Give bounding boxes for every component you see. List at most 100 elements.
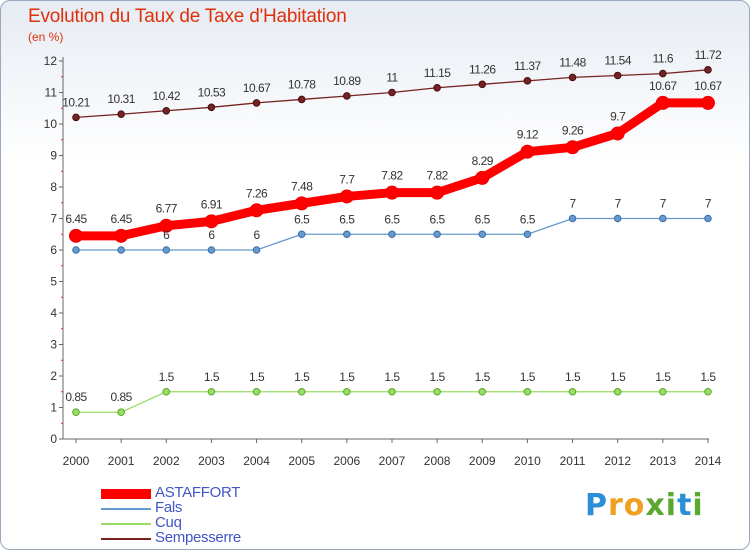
data-point-sempesserre [117, 110, 125, 119]
data-point-fals [478, 230, 487, 239]
data-point-fals [297, 230, 306, 239]
data-point-sempesserre [388, 88, 396, 97]
data-label-sempesserre: 11.54 [604, 53, 631, 67]
data-label-fals: 7 [705, 197, 712, 211]
data-label-sempesserre: 11.6 [653, 52, 674, 66]
data-point-fals [659, 214, 667, 223]
legend-swatch [101, 523, 151, 525]
data-label-astaffort: 6.45 [110, 212, 132, 226]
data-point-sempesserre [433, 83, 441, 92]
y-tick-label: 7 [50, 212, 57, 226]
logo-letter: i [665, 488, 678, 523]
data-point-astaffort [565, 140, 580, 155]
y-tick-label: 11 [45, 86, 58, 100]
data-point-astaffort [249, 203, 264, 218]
x-tick-label: 2001 [108, 454, 135, 468]
data-label-sempesserre: 11 [386, 71, 398, 85]
x-tick-label: 2003 [198, 454, 225, 468]
data-point-astaffort [475, 170, 490, 185]
legend-label: Fals [155, 499, 183, 516]
x-tick-label: 2000 [63, 454, 90, 468]
legend-label: Cuq [155, 514, 182, 531]
data-point-fals [252, 246, 261, 254]
y-tick-label: 0 [50, 432, 57, 446]
data-label-fals: 6 [253, 228, 260, 242]
data-point-fals [72, 246, 80, 254]
data-label-sempesserre: 10.78 [288, 77, 316, 91]
data-point-astaffort [430, 185, 445, 200]
data-point-sempesserre [568, 73, 577, 82]
logo-letter: i [692, 488, 704, 523]
logo-letter: x [645, 488, 666, 523]
data-point-cuq [162, 387, 171, 396]
data-label-fals: 6.5 [520, 212, 536, 226]
data-label-astaffort: 6.91 [201, 197, 223, 211]
data-label-astaffort: 7.7 [339, 172, 355, 186]
data-point-sempesserre [343, 92, 351, 100]
data-point-astaffort [204, 214, 219, 229]
logo-letter: t [677, 488, 693, 523]
data-label-fals: 7 [569, 197, 576, 211]
data-label-astaffort: 7.26 [246, 186, 268, 200]
data-label-cuq: 1.5 [700, 370, 716, 384]
chart-subtitle: (en %) [28, 30, 64, 44]
data-point-sempesserre [523, 77, 532, 85]
data-point-cuq [704, 387, 712, 396]
data-label-cuq: 1.5 [159, 370, 175, 384]
data-label-cuq: 1.5 [520, 370, 536, 384]
data-point-cuq [478, 387, 487, 396]
data-label-fals: 6.5 [430, 212, 446, 226]
data-label-cuq: 1.5 [339, 370, 355, 384]
data-label-sempesserre: 11.15 [424, 66, 451, 80]
data-point-cuq [433, 387, 441, 396]
data-point-astaffort [69, 228, 83, 243]
y-tick-label: 6 [50, 243, 57, 257]
data-label-cuq: 1.5 [294, 370, 310, 384]
y-tick-label: 10 [44, 117, 58, 131]
data-label-sempesserre: 11.26 [469, 62, 496, 76]
data-label-astaffort: 10.67 [649, 79, 677, 93]
data-point-astaffort [339, 189, 354, 204]
logo-letter: o [623, 488, 646, 523]
data-label-cuq: 1.5 [430, 370, 446, 384]
y-tick-label: 1 [50, 401, 57, 415]
x-tick-label: 2004 [243, 454, 270, 468]
x-tick-label: 2008 [424, 454, 451, 468]
chart-title: Evolution du Taux de Taxe d'Habitation [28, 6, 347, 27]
data-point-fals [613, 214, 622, 223]
data-point-sempesserre [162, 106, 171, 115]
data-point-cuq [568, 387, 577, 396]
data-label-cuq: 0.85 [110, 390, 132, 404]
data-point-cuq [659, 387, 667, 396]
data-label-sempesserre: 11.37 [514, 59, 541, 73]
data-point-fals [117, 246, 125, 254]
data-point-fals [207, 246, 216, 254]
data-point-fals [343, 230, 351, 239]
x-tick-label: 2002 [153, 454, 180, 468]
logo-letter: P [585, 488, 608, 523]
y-tick-label: 3 [50, 338, 57, 352]
data-point-sempesserre [297, 95, 306, 104]
data-point-sempesserre [478, 80, 487, 89]
data-label-astaffort: 6.77 [156, 202, 178, 216]
x-tick-label: 2014 [695, 454, 722, 468]
data-label-astaffort: 9.12 [517, 128, 539, 142]
data-label-fals: 6.5 [475, 212, 491, 226]
data-point-fals [162, 246, 171, 254]
data-point-cuq [297, 387, 306, 396]
data-point-cuq [207, 387, 216, 396]
y-tick-label: 2 [50, 369, 57, 383]
data-label-astaffort: 9.7 [610, 109, 626, 123]
data-label-fals: 6 [208, 228, 215, 242]
data-point-sempesserre [704, 66, 712, 74]
data-label-astaffort: 8.29 [472, 154, 494, 168]
data-point-sempesserre [613, 71, 622, 80]
data-point-sempesserre [252, 99, 261, 107]
data-point-sempesserre [207, 103, 216, 112]
data-label-cuq: 1.5 [249, 370, 265, 384]
data-label-cuq: 1.5 [610, 370, 626, 384]
data-point-astaffort [520, 144, 535, 159]
x-tick-label: 2011 [560, 454, 586, 468]
y-tick-label: 8 [50, 180, 57, 194]
data-label-sempesserre: 10.67 [243, 81, 271, 95]
